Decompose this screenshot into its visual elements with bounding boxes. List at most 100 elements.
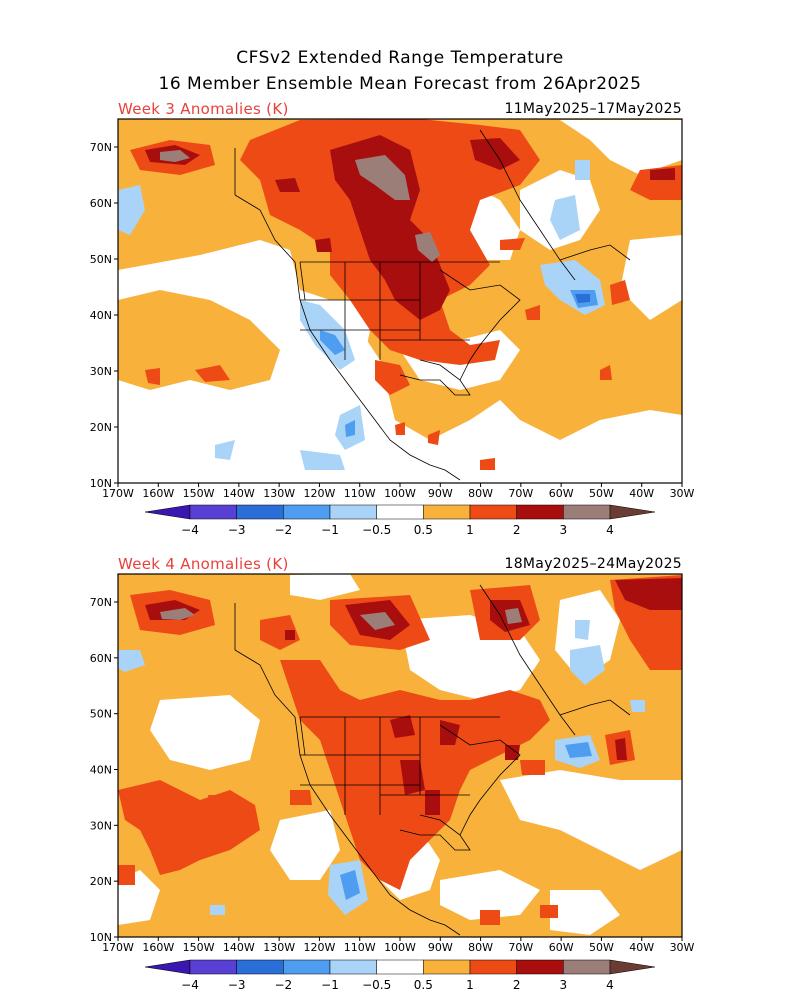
colorbar-max-triangle	[609, 504, 656, 520]
colorbar-swatch	[423, 504, 471, 520]
lon-tick-label: 40W	[629, 941, 654, 954]
colorbar-label: 3	[560, 523, 568, 537]
week4-cool-anomaly	[340, 742, 592, 900]
lat-tick-label: 20N	[90, 421, 112, 434]
lat-tick-label: 60N	[90, 197, 112, 210]
colorbar-label: −4	[181, 978, 199, 992]
lon-tick-label: 140W	[223, 941, 255, 954]
lon-tick-label: 60W	[549, 941, 574, 954]
lat-tick-label: 50N	[90, 253, 112, 266]
lon-tick-label: 160W	[142, 487, 174, 500]
lon-tick-label: 170W	[102, 941, 134, 954]
lon-tick-label: 90W	[428, 487, 453, 500]
colorbar-label: −2	[274, 978, 292, 992]
lat-tick-label: 40N	[90, 309, 112, 322]
lat-tick-label: 10N	[90, 477, 112, 490]
lon-tick-label: 130W	[263, 941, 295, 954]
colorbar-label: 1	[466, 978, 474, 992]
colorbar-swatch	[329, 959, 377, 975]
lon-tick-label: 30W	[670, 941, 695, 954]
colorbar-swatch	[516, 504, 564, 520]
lon-tick-label: 110W	[344, 941, 376, 954]
lon-tick-label: 30W	[670, 487, 695, 500]
colorbar-label: 0.5	[414, 523, 433, 537]
colorbar-swatch	[283, 959, 331, 975]
colorbar-label: 0.5	[414, 978, 433, 992]
week3-label: Week 3 Anomalies (K)	[118, 100, 289, 118]
lon-tick-label: 70W	[508, 487, 533, 500]
lon-tick-label: 100W	[384, 941, 416, 954]
colorbar-label: −0.5	[362, 523, 391, 537]
colorbar-min-triangle	[144, 959, 191, 975]
chart-subtitle: 16 Member Ensemble Mean Forecast from 26…	[158, 74, 642, 94]
colorbar-label: 2	[513, 978, 521, 992]
colorbar-swatch	[236, 504, 284, 520]
week3-warm-anomaly-extreme	[160, 150, 440, 262]
colorbar-swatch	[189, 504, 237, 520]
week4-coastlines	[234, 584, 631, 936]
lat-tick-label: 30N	[90, 819, 112, 832]
lat-tick-label: 30N	[90, 365, 112, 378]
colorbars: −4 −3 −2 −1 −0.5 0.5 1 2 3 4 −4 −3 −2 −1 −0.5 0.5 1 2 3 4	[144, 504, 656, 992]
lon-tick-label: 120W	[303, 941, 335, 954]
lat-tick-label: 70N	[90, 596, 112, 609]
lon-tick-label: 80W	[468, 487, 493, 500]
colorbar-max-triangle	[609, 959, 656, 975]
lon-tick-label: 80W	[468, 941, 493, 954]
lon-tick-label: 70W	[508, 941, 533, 954]
colorbar-swatch	[329, 504, 377, 520]
colorbar-label: 3	[560, 978, 568, 992]
colorbar-swatch	[563, 504, 611, 520]
lon-tick-label: 150W	[183, 941, 215, 954]
lon-tick-label: 140W	[223, 487, 255, 500]
lon-tick-label: 40W	[629, 487, 654, 500]
week4-dates: 18May2025–24May2025	[504, 556, 682, 572]
lon-tick-label: 160W	[142, 941, 174, 954]
lat-tick-label: 40N	[90, 764, 112, 777]
colorbar-label: −0.5	[362, 978, 391, 992]
map-outlines	[234, 129, 631, 936]
colorbar-label: −4	[181, 523, 199, 537]
colorbar-swatch	[283, 504, 331, 520]
colorbar-label: −1	[321, 978, 339, 992]
colorbar-min-triangle	[144, 504, 191, 520]
lat-tick-label: 70N	[90, 141, 112, 154]
colorbar-swatch	[376, 959, 424, 975]
colorbar-label: 4	[606, 523, 614, 537]
week3-coastlines	[234, 129, 631, 481]
colorbar-label: −3	[228, 523, 246, 537]
lat-tick-label: 60N	[90, 652, 112, 665]
colorbar-label: 2	[513, 523, 521, 537]
week3-cool-anomaly-light	[118, 160, 605, 470]
week3-dates: 11May2025–17May2025	[504, 101, 682, 117]
lon-tick-label: 110W	[344, 487, 376, 500]
colorbar-swatch	[376, 504, 424, 520]
colorbar-label: −1	[321, 523, 339, 537]
colorbar-label: −3	[228, 978, 246, 992]
colorbar-swatch	[423, 959, 471, 975]
lon-tick-label: 170W	[102, 487, 134, 500]
colorbar-swatch	[563, 959, 611, 975]
week3-cool-anomaly-strong	[575, 294, 590, 303]
colorbar-swatch	[469, 959, 517, 975]
colorbar-label: −2	[274, 523, 292, 537]
colorbar-label: 4	[606, 978, 614, 992]
lon-tick-label: 120W	[303, 487, 335, 500]
lon-tick-label: 60W	[549, 487, 574, 500]
colorbar-swatch	[236, 959, 284, 975]
week4-warm-anomaly-extreme	[160, 608, 522, 630]
chart-title: CFSv2 Extended Range Temperature	[236, 48, 564, 68]
lon-tick-label: 150W	[183, 487, 215, 500]
lon-tick-label: 50W	[589, 941, 614, 954]
colorbar-label: 1	[466, 523, 474, 537]
colorbar-swatch	[189, 959, 237, 975]
week3-map	[118, 119, 682, 483]
lat-tick-label: 10N	[90, 931, 112, 944]
lon-tick-label: 50W	[589, 487, 614, 500]
colorbar-swatch	[516, 959, 564, 975]
lon-tick-label: 90W	[428, 941, 453, 954]
lon-tick-label: 130W	[263, 487, 295, 500]
colorbar-swatch	[469, 504, 517, 520]
